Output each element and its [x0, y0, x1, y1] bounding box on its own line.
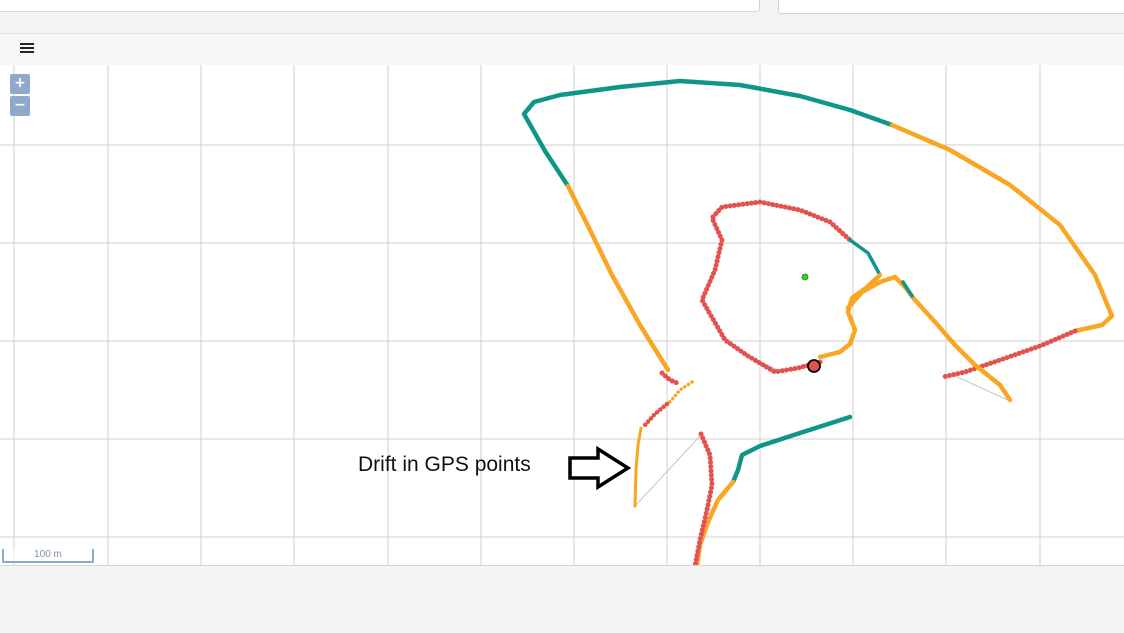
gps-track-segment	[940, 328, 1078, 380]
gps-track-segment	[642, 401, 670, 428]
scale-bar: 100 m	[2, 549, 94, 563]
zoom-in-button[interactable]: +	[10, 74, 30, 94]
gap-connector-line	[635, 435, 701, 506]
gps-track-segment	[699, 199, 853, 375]
right-arrow-icon	[568, 446, 631, 490]
toolbar	[0, 33, 1124, 66]
gap-connectors	[635, 355, 1011, 506]
hamburger-menu-icon[interactable]	[18, 43, 38, 57]
footer-area	[0, 566, 1124, 633]
top-bar	[0, 0, 1124, 33]
zoom-control: + −	[10, 74, 30, 118]
gps-track-segment	[889, 122, 1115, 334]
gps-tracks	[521, 78, 1115, 565]
gps-track-segment	[692, 431, 715, 565]
gps-track-segment	[848, 238, 882, 277]
map-view[interactable]: + − 100 m Drift in GPS points	[0, 65, 1124, 566]
current-position-marker	[807, 359, 821, 373]
gps-track-segment	[901, 280, 914, 298]
top-right-field[interactable]	[778, 0, 1124, 14]
zoom-out-button[interactable]: −	[10, 96, 30, 116]
center-point-marker	[801, 273, 809, 281]
gap-connector-line	[954, 375, 1011, 402]
gps-track-segment	[633, 426, 643, 508]
gps-track-segment	[659, 370, 680, 386]
gps-track-segment	[845, 274, 1013, 403]
gps-track-segment	[521, 78, 895, 189]
gps-track-segment	[565, 183, 671, 373]
map-markers	[801, 273, 821, 373]
map-grid	[0, 65, 1124, 565]
drift-annotation: Drift in GPS points	[358, 453, 531, 476]
gps-track-segment	[730, 414, 853, 485]
map-canvas[interactable]	[0, 65, 1124, 565]
gps-track-segment	[666, 380, 694, 406]
top-left-field[interactable]	[0, 0, 760, 12]
